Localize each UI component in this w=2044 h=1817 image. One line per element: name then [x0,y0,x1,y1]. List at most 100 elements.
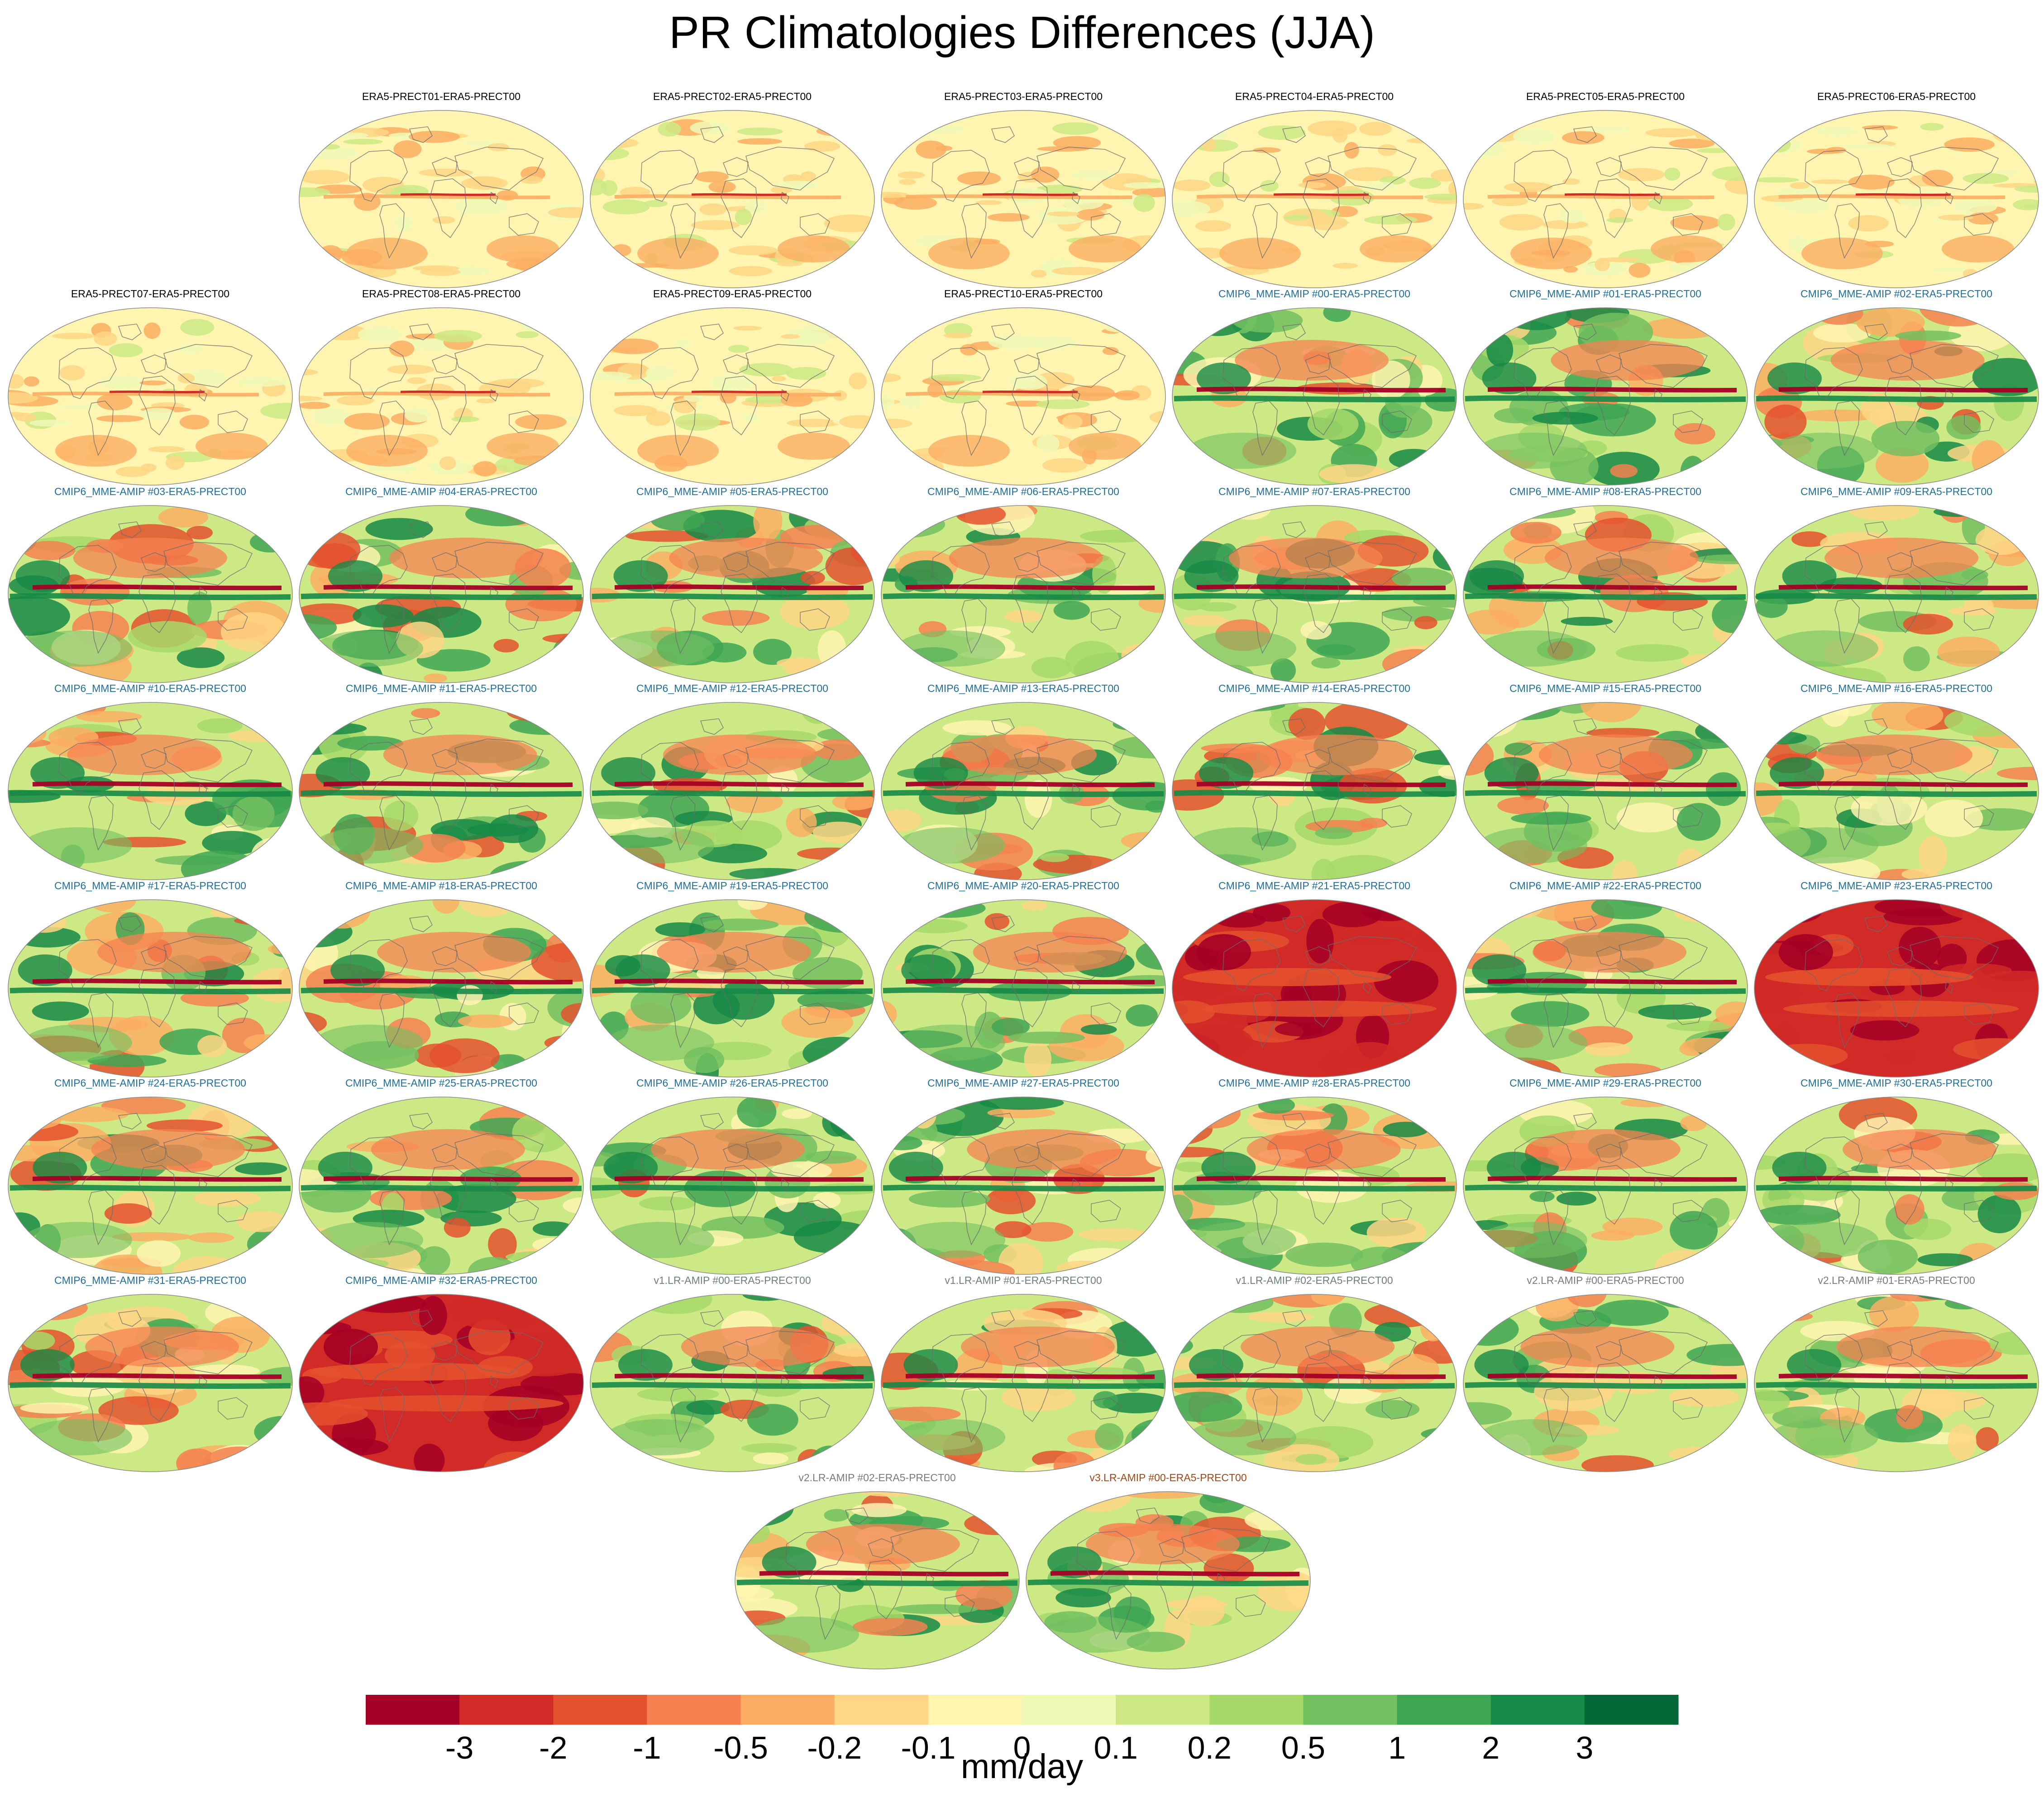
coastline [509,805,539,828]
bias-patch [1755,1205,1841,1225]
map-outline [1463,899,1748,1078]
map-panel: v2.LR-AMIP #02-ERA5-PRECT00 [732,1472,1022,1671]
bias-patch [177,647,225,668]
bias-patch [1001,1383,1075,1412]
itcz-dry-band [759,1570,1009,1577]
coastline [1303,573,1340,634]
coastline [141,946,167,966]
map [1463,702,1748,880]
itcz-wet-band [1756,1382,2037,1389]
map-outline [1463,702,1748,880]
coastline [1805,347,1863,399]
map-outline [1754,307,2039,486]
bias-patch [777,262,802,267]
bias-patch [618,1349,673,1381]
bias-patch [1030,336,1077,349]
bias-patch [91,1129,245,1170]
map-outline [1463,1097,1748,1275]
bias-patch [393,140,422,158]
bias-patch [780,394,813,407]
itcz-dry-band [32,1373,282,1379]
map-outline [590,307,875,486]
map [1172,1294,1457,1472]
bias-patch [616,954,670,986]
coastline [1887,946,1913,966]
bias-patch [365,518,433,540]
itcz-dry-band [1778,386,2028,393]
bias-patch [196,433,268,460]
coastline [379,1190,405,1245]
map-outline [881,1097,1166,1275]
coastline [670,203,696,259]
bias-patch [473,461,497,477]
bias-patch [488,1406,544,1441]
itcz-wet-band [10,1184,291,1192]
map-panel: CMIP6_MME-AMIP #17-ERA5-PRECT00 [5,880,295,1079]
bias-patch [1463,1253,1486,1274]
coastline [454,1133,544,1177]
coastline [163,344,253,388]
coastline [1223,150,1281,202]
bias-patch [190,1364,260,1378]
bias-patch [903,1349,958,1381]
bias-patch [56,404,109,409]
bias-patch [1504,742,1533,756]
coastline [1885,1362,1922,1422]
bias-patch [935,145,953,151]
map-outline [881,110,1166,288]
map [881,505,1166,683]
bias-patch [861,1332,874,1345]
coastline [1106,1584,1132,1640]
itcz-wet-band [10,987,291,994]
bias-patch [681,1326,835,1367]
bias-patch [1172,506,1191,515]
coastline [509,213,539,236]
coastline [490,389,498,402]
coastline [1036,542,1126,586]
bias-patch [1783,1001,2019,1017]
bias-patch [848,448,874,457]
bias-patch [411,708,440,719]
bias-patch [797,990,874,1011]
coastline [1363,1178,1371,1191]
coastline [1619,344,1708,388]
bias-patch [1511,812,1591,825]
itcz-dry-band [1196,1176,1446,1182]
bias-patch [1534,1372,1614,1412]
bias-patch [1145,800,1165,813]
bias-patch [1538,734,1693,775]
bias-patch [128,621,207,653]
bias-patch [1189,1349,1243,1381]
bias-patch [32,1001,89,1021]
bias-patch [881,451,900,459]
colorbar-tick-label: 1 [1388,1730,1406,1765]
panel-title: ERA5-PRECT07-ERA5-PRECT00 [71,288,230,300]
coastline [1252,1387,1278,1443]
coastline [349,347,408,399]
coastline [961,401,987,456]
map [1463,1294,1748,1472]
bias-patch [737,138,783,145]
bias-patch [1782,560,1837,592]
coastline [721,968,758,1028]
bias-patch [669,538,823,578]
itcz-core [1855,193,1951,196]
coastline [199,981,207,994]
bias-patch [655,922,706,937]
bias-patch [1382,606,1457,622]
map [299,110,584,288]
coastline [1303,376,1340,436]
bias-patch [1172,312,1235,328]
coastline [1014,157,1040,177]
coastline [1514,939,1572,991]
bias-patch [590,801,649,820]
coastline [670,401,696,456]
itcz-wet-band [1756,395,2037,402]
bias-patch [827,913,874,929]
map [299,1097,584,1275]
bias-patch [1188,630,1296,667]
coastline [430,178,467,238]
bias-patch [1022,901,1047,911]
bias-patch [193,1190,260,1207]
itcz-wet-band [883,987,1164,994]
